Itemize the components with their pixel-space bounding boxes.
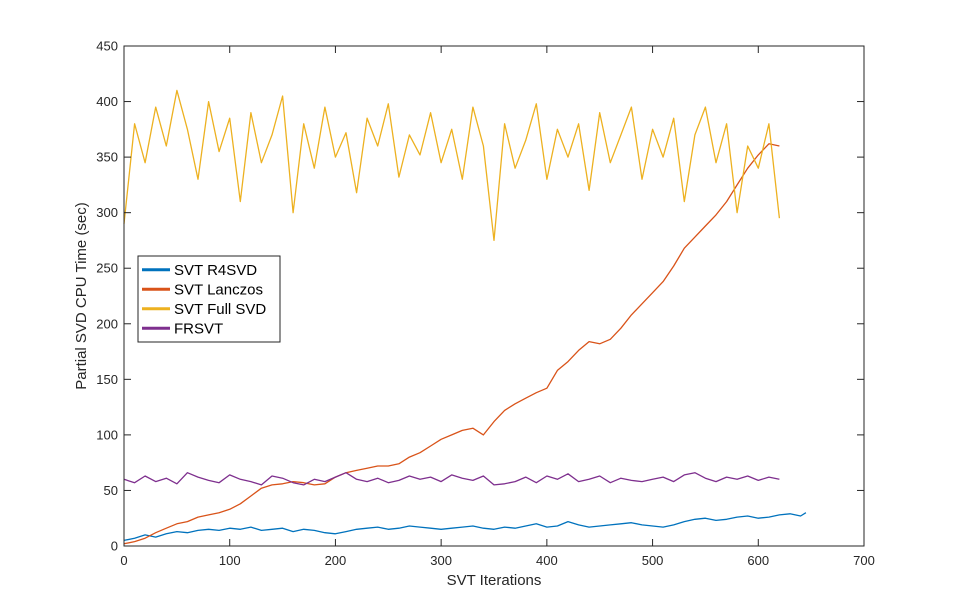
legend-entry-label: SVT Lanczos — [174, 281, 263, 298]
axes-box — [123, 45, 865, 547]
x-tick-label: 300 — [430, 553, 452, 568]
series-line-4 — [123, 472, 780, 486]
y-tick-label: 200 — [96, 316, 118, 331]
y-tick-label: 250 — [96, 261, 118, 276]
legend: SVT R4SVD SVT Lanczos SVT Full SVD FRSVT — [137, 255, 281, 343]
x-tick-label: 700 — [853, 553, 875, 568]
x-tick-label: 0 — [120, 553, 127, 568]
y-tick-label: 400 — [96, 94, 118, 109]
series-line-3 — [123, 89, 781, 242]
legend-entry-label: SVT Full SVD — [174, 301, 266, 318]
y-tick-label: 50 — [104, 483, 118, 498]
series-line-1 — [123, 512, 807, 542]
y-axis-label: Partial SVD CPU Time (sec) — [73, 202, 90, 390]
ticks-layer — [123, 45, 865, 547]
x-tick-label: 400 — [536, 553, 558, 568]
x-tick-label: 600 — [747, 553, 769, 568]
series-layer — [123, 89, 807, 545]
x-tick-label: 500 — [642, 553, 664, 568]
y-tick-label: 300 — [96, 205, 118, 220]
y-tick-label: 350 — [96, 150, 118, 165]
y-tick-label: 450 — [96, 39, 118, 54]
legend-entry-label: FRSVT — [174, 320, 223, 337]
x-tick-label: 100 — [219, 553, 241, 568]
y-tick-label: 100 — [96, 427, 118, 442]
y-tick-label: 0 — [111, 539, 118, 554]
series-line-2 — [123, 143, 780, 545]
tick-labels-layer: 0 100 200 300 400 500 600 700 0 50 100 150 200 250 300… — [96, 39, 875, 569]
legend-entry-label: SVT R4SVD — [174, 262, 257, 279]
x-tick-label: 200 — [325, 553, 347, 568]
x-axis-label: SVT Iterations — [447, 572, 542, 589]
y-tick-label: 150 — [96, 372, 118, 387]
